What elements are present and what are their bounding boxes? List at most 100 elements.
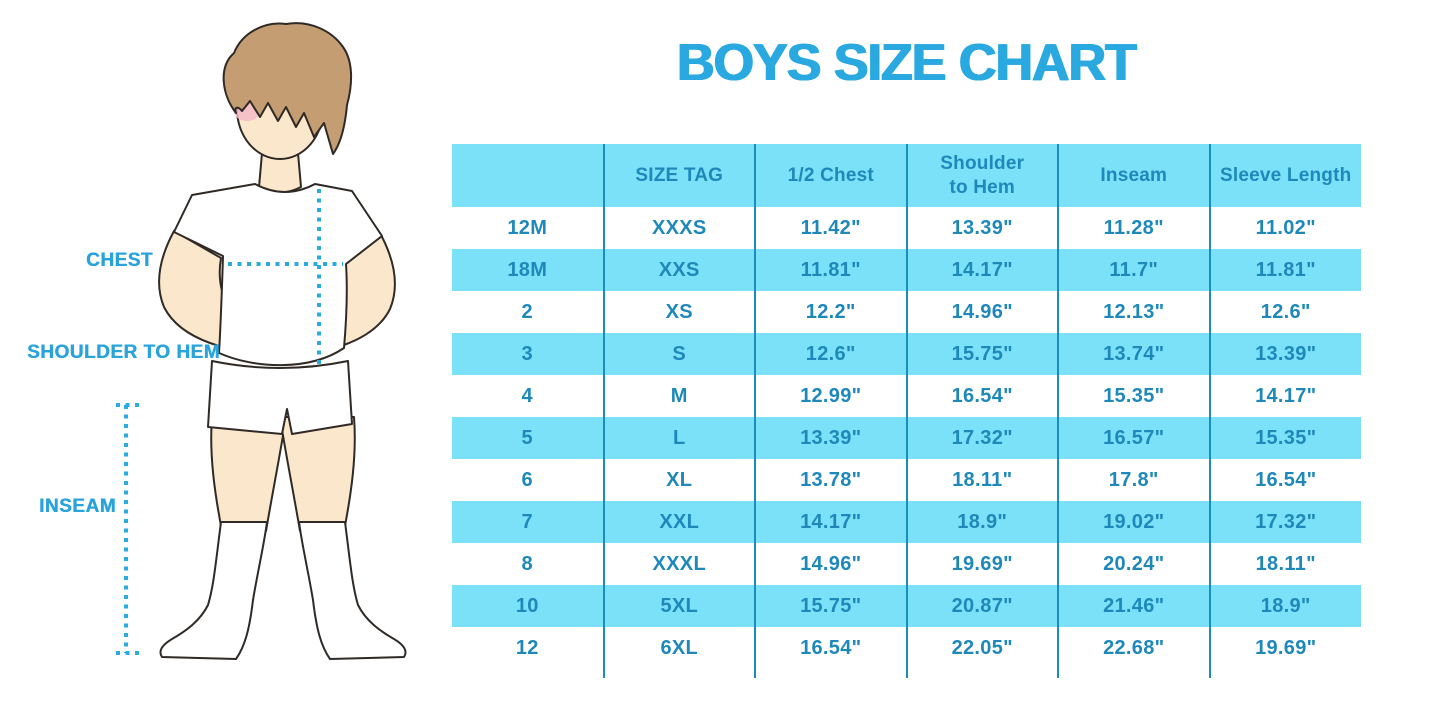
table-row: 10 5XL 15.75" 20.87" 21.46" 18.9" <box>452 585 1361 627</box>
measurement-cell: XXL <box>602 501 755 543</box>
boy-hair <box>222 22 353 155</box>
measurement-cell: 13.39" <box>1208 333 1361 375</box>
measurement-cell: 17.8" <box>1057 459 1210 501</box>
boy-shorts <box>207 360 353 435</box>
measurement-cell: 20.87" <box>905 585 1058 627</box>
table-row: 7 XXL 14.17" 18.9" 19.02" 17.32" <box>452 501 1361 543</box>
boy-left-sock <box>159 521 268 660</box>
measurement-cell: 13.39" <box>754 417 907 459</box>
size-label-cell: 18M <box>452 249 604 291</box>
measurement-cell: 15.35" <box>1208 417 1361 459</box>
column-header: SIZE TAG <box>602 144 755 207</box>
size-label-cell: 4 <box>521 384 533 407</box>
measurement-cell: XXS <box>602 249 755 291</box>
shoulder-to-hem-label: SHOULDER TO HEM <box>27 342 220 363</box>
measurement-cell: 11.81" <box>1208 249 1361 291</box>
measurement-cell: 13.39" <box>905 207 1058 249</box>
measurement-cell: 15.75" <box>754 585 907 627</box>
table-row: 18M XXS 11.81" 14.17" 11.7" 11.81" <box>452 249 1361 291</box>
measurement-cell: 17.32" <box>905 417 1058 459</box>
measurement-cell: 12.99" <box>754 375 907 417</box>
measurement-cell: L <box>602 417 755 459</box>
size-label-cell: 7 <box>452 501 604 543</box>
table-row: 2 XS 12.2" 14.96" 12.13" 12.6" <box>452 291 1361 333</box>
size-label-cell: 12 <box>515 636 539 659</box>
header-row: SIZE TAG 1/2 Chest Shoulder to Hem Inseam Sl… <box>452 144 1361 207</box>
measurement-cell: XXXL <box>602 543 755 585</box>
column-header: 1/2 Chest <box>754 144 907 207</box>
measurement-cell: 12.6" <box>1208 291 1361 333</box>
measurement-cell: XS <box>602 291 755 333</box>
size-label-cell: 6 <box>521 468 533 491</box>
measurement-cell: 12.2" <box>754 291 907 333</box>
measurement-cell: 6XL <box>602 627 755 669</box>
column-header: Inseam <box>1057 144 1210 207</box>
boy-tshirt <box>173 183 383 367</box>
measurement-cell: 11.02" <box>1208 207 1361 249</box>
measurement-cell: 21.46" <box>1057 585 1210 627</box>
measurement-cell: 18.11" <box>905 459 1058 501</box>
size-table-header: SIZE TAG 1/2 Chest Shoulder to Hem Inseam Sl… <box>452 144 1361 207</box>
measurement-cell: 19.69" <box>1208 627 1361 669</box>
size-label-cell: 5 <box>452 417 604 459</box>
measurement-cell: 22.05" <box>905 627 1058 669</box>
measurement-cell: 18.9" <box>905 501 1058 543</box>
table-row: 12 6XL 16.54" 22.05" 22.68" 19.69" <box>452 627 1361 669</box>
size-label-cell: 8 <box>521 552 533 575</box>
measurement-cell: 14.17" <box>1208 375 1361 417</box>
overhang-cell <box>1057 669 1210 678</box>
size-label-cell: 12M <box>507 216 548 239</box>
measurement-cell: M <box>602 375 755 417</box>
measurement-cell: XXXS <box>602 207 755 249</box>
measurement-cell: 5XL <box>602 585 755 627</box>
overhang-cell <box>754 669 907 678</box>
overhang-cell <box>905 669 1058 678</box>
measurement-cell: 16.54" <box>905 375 1058 417</box>
measurement-cell: 13.74" <box>1057 333 1210 375</box>
grid-line-overhang <box>452 669 1361 678</box>
inseam-measure-line <box>116 403 140 655</box>
measurement-cell: 14.96" <box>754 543 907 585</box>
page-title: BOYS SIZE CHART <box>677 34 1137 92</box>
table-row: 3 S 12.6" 15.75" 13.74" 13.39" <box>452 333 1361 375</box>
measurement-cell: 14.96" <box>905 291 1058 333</box>
column-header: Shoulder to Hem <box>905 144 1058 207</box>
measurement-cell: 16.57" <box>1057 417 1210 459</box>
measurement-cell: S <box>602 333 755 375</box>
overhang-cell <box>452 669 604 678</box>
measurement-cell: 11.28" <box>1057 207 1210 249</box>
measurement-cell: 14.17" <box>905 249 1058 291</box>
measurement-cell: 19.69" <box>905 543 1058 585</box>
size-table-body: 12M XXXS 11.42" 13.39" 11.28" 11.02" 18M XXS 11.… <box>452 207 1361 678</box>
size-table: SIZE TAG 1/2 Chest Shoulder to Hem Inseam Sl… <box>452 144 1361 678</box>
overhang-cell <box>602 669 755 678</box>
table-row: 8 XXXL 14.96" 19.69" 20.24" 18.11" <box>452 543 1361 585</box>
size-label-cell: 3 <box>452 333 604 375</box>
measurement-cell: 20.24" <box>1057 543 1210 585</box>
boy-left-arm <box>158 230 231 350</box>
column-header: Sleeve Length <box>1208 144 1361 207</box>
measurement-cell: XL <box>602 459 755 501</box>
measurement-cell: 13.78" <box>754 459 907 501</box>
size-label-cell: 2 <box>521 300 533 323</box>
chest-label: CHEST <box>86 250 153 271</box>
measurement-cell: 11.81" <box>754 249 907 291</box>
measurement-cell: 17.32" <box>1208 501 1361 543</box>
boy-illustration <box>116 22 407 660</box>
table-row: 5 L 13.39" 17.32" 16.57" 15.35" <box>452 417 1361 459</box>
inseam-label: INSEAM <box>39 496 116 517</box>
table-row: 12M XXXS 11.42" 13.39" 11.28" 11.02" <box>452 207 1361 249</box>
overhang-cell <box>1208 669 1361 678</box>
table-row: 6 XL 13.78" 18.11" 17.8" 16.54" <box>452 459 1361 501</box>
measurement-cell: 18.9" <box>1208 585 1361 627</box>
measurement-cell: 18.11" <box>1208 543 1361 585</box>
measurement-cell: 12.13" <box>1057 291 1210 333</box>
boy-right-sock <box>298 521 407 660</box>
measurement-cell: 11.7" <box>1057 249 1210 291</box>
size-label-cell: 10 <box>452 585 604 627</box>
measurement-cell: 15.75" <box>905 333 1058 375</box>
measurement-cell: 15.35" <box>1057 375 1210 417</box>
measurement-cell: 12.6" <box>754 333 907 375</box>
measurement-cell: 19.02" <box>1057 501 1210 543</box>
